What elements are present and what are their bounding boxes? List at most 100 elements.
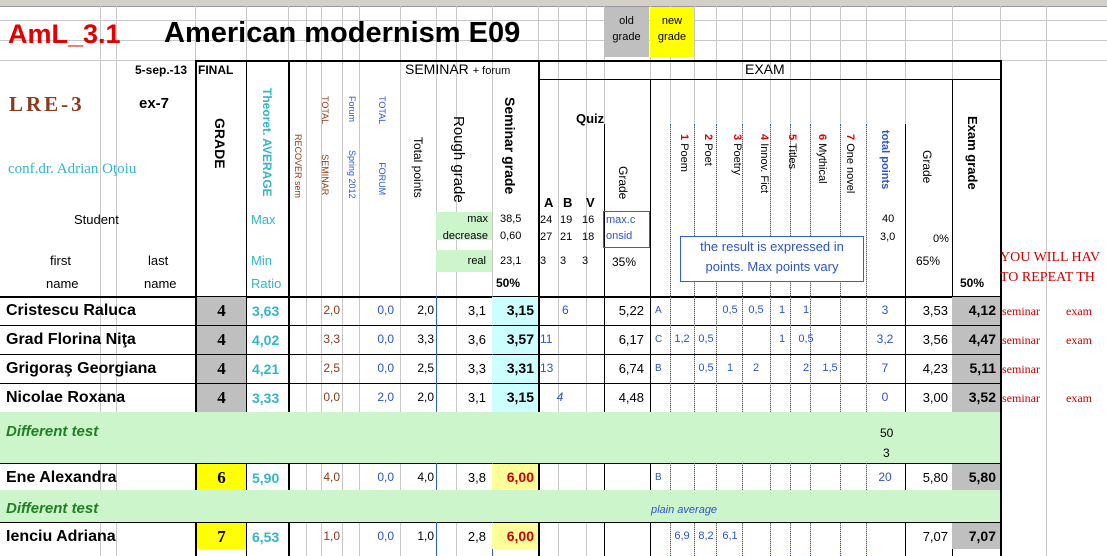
exam-item-header: 3 Poetry — [731, 134, 743, 175]
seminar-header: SEMINAR + forum — [405, 61, 510, 77]
ratio-label: Ratio — [251, 276, 282, 291]
exam-item-score: 6,9 — [674, 530, 690, 542]
exam-total-points: 3 — [881, 303, 889, 317]
frame-v1 — [195, 60, 197, 556]
col-line — [342, 6, 343, 556]
rough-grade: 3,6 — [467, 332, 486, 347]
new-grade-label-1: new — [661, 15, 683, 27]
final-label: FINAL — [198, 63, 234, 77]
repeat-line2: TO REPEAT TH — [1000, 270, 1095, 285]
frame-v9 — [604, 124, 605, 556]
row-line — [0, 354, 1000, 355]
column-header-strip — [0, 0, 1107, 7]
theoret-avg: 4,02 — [252, 332, 280, 348]
student-name: Grad Florina Niţa — [6, 331, 136, 348]
seminar-grade: 3,15 — [506, 389, 534, 405]
exam-grade: 3,00 — [922, 390, 948, 405]
col-line — [359, 6, 360, 556]
theoret-avg: 3,33 — [252, 390, 280, 406]
exam-item-score: 2 — [752, 362, 760, 374]
seminar-grade-bg — [492, 523, 538, 549]
grade-cell-bg — [197, 523, 246, 549]
total-seminar: 4,0 — [323, 470, 340, 484]
col-line — [586, 6, 587, 556]
exam-final-grade: 3,52 — [968, 389, 996, 405]
exam-item-number: 4 — [758, 134, 770, 144]
total-points: 3,3 — [417, 332, 434, 346]
total-seminar: 1,0 — [323, 529, 340, 543]
total-forum: 0,0 — [377, 332, 394, 346]
total-seminar: 0,0 — [323, 390, 340, 404]
quiz-range-value: 18 — [582, 231, 595, 243]
rough-grade: 2,8 — [467, 529, 486, 544]
note-line2: points. Max points vary — [705, 259, 839, 274]
frame-v5 — [1000, 60, 1002, 556]
exam-item-number: 7 — [844, 134, 856, 144]
exam-item-label: Titles — [786, 143, 798, 170]
total-points: 2,5 — [417, 361, 434, 375]
final-grade: 7 — [217, 527, 226, 546]
theoret-avg: 4,21 — [252, 361, 280, 377]
row-line — [0, 325, 1000, 326]
quiz-score: 11 — [540, 332, 553, 346]
exam-max: 40 — [882, 213, 895, 225]
exam-final-grade: 5,11 — [969, 360, 996, 376]
different-test-band-2 — [0, 490, 1000, 522]
last-label: last — [148, 253, 169, 268]
exam-item-label: Poet — [702, 143, 714, 166]
min-label: Min — [251, 253, 272, 268]
decrease-row-value: 0,60 — [500, 230, 522, 242]
col-line — [492, 6, 493, 556]
different-test-v2: 3 — [883, 446, 890, 460]
exam-grade-bg — [952, 326, 1000, 354]
plain-average-note: plain average — [651, 504, 718, 516]
col-line — [321, 6, 322, 556]
grade-cell-bg — [197, 384, 246, 412]
frame-v2 — [246, 60, 247, 556]
seminar-grade-bg — [492, 326, 538, 354]
first-label: first — [50, 253, 71, 268]
exam-grade-bg — [952, 355, 1000, 383]
max-row-label: max — [467, 213, 488, 225]
exam-dotted-line — [770, 124, 771, 556]
exam-grade: 4,23 — [922, 361, 948, 376]
exam-dotted-line — [670, 124, 671, 556]
quiz-grade: 5,22 — [618, 303, 644, 318]
new-grade-label-2: grade — [657, 31, 687, 43]
row-line — [0, 296, 1000, 297]
different-test-label-2: Different test — [6, 500, 99, 517]
seminar-grade-bg — [492, 464, 538, 490]
exam-grade-bg — [952, 464, 1000, 490]
exam-final-grade: 5,80 — [968, 469, 996, 485]
seminar-grade: 6,00 — [506, 469, 534, 485]
frame-v3 — [288, 60, 290, 556]
frame-v4 — [538, 60, 540, 556]
quiz-score: 6 — [562, 303, 569, 317]
exam-item-score: 1 — [778, 304, 786, 316]
final-grade: 4 — [217, 330, 226, 349]
real-row-value: 23,1 — [500, 255, 522, 267]
total-points: 4,0 — [417, 470, 434, 484]
exam-item-score: 1,2 — [674, 333, 690, 345]
exam-final-grade: 7,07 — [968, 528, 996, 544]
row-line — [0, 40, 1107, 41]
old-grade-label-1: old — [619, 15, 634, 27]
total-points: 2,0 — [417, 390, 434, 404]
exam-dotted-line — [840, 124, 841, 556]
exam-grade: 3,53 — [922, 303, 948, 318]
col-line — [100, 6, 101, 556]
exam-letter: C — [655, 334, 663, 345]
note-line1: the result is expressed in — [700, 239, 844, 254]
exam-item-number: 6 — [816, 134, 828, 144]
exam-grade-header: Exam grade — [965, 116, 980, 190]
col-line — [116, 6, 117, 556]
exam-letter: B — [655, 472, 662, 483]
seminar-title: SEMINAR — [405, 61, 469, 77]
quiz-score: 4 — [556, 390, 564, 404]
exam-item-score: 0,5 — [798, 333, 814, 345]
seminar-suffix: + forum — [472, 65, 511, 77]
exam-item-score: 0,5 — [698, 362, 714, 374]
rough-grade: 3,1 — [467, 303, 486, 318]
seminar-grade-bg — [492, 384, 538, 412]
total-forum-header: TOTALFORUM — [377, 96, 387, 196]
